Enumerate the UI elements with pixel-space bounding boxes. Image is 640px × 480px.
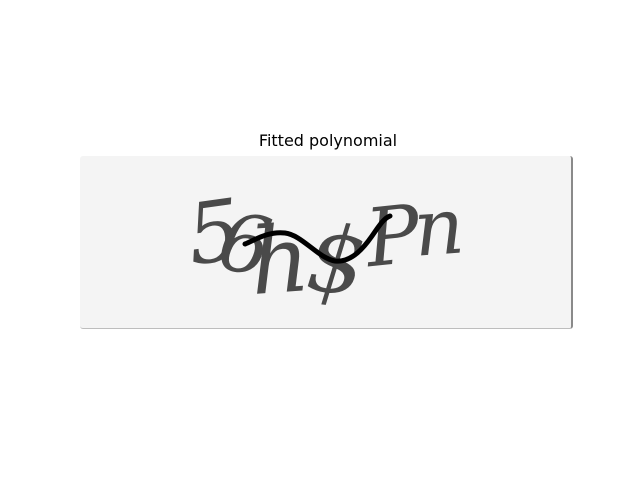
figure-title: Fitted polynomial — [258, 131, 398, 150]
fitted-polynomial-curve — [242, 213, 393, 264]
captcha-glyph-3: h — [247, 205, 314, 316]
captcha-image: 5 6 h $ P n — [80, 156, 573, 329]
captcha-glyph-6: n — [411, 181, 467, 274]
captcha-canvas: 5 6 h $ P n — [181, 180, 467, 317]
